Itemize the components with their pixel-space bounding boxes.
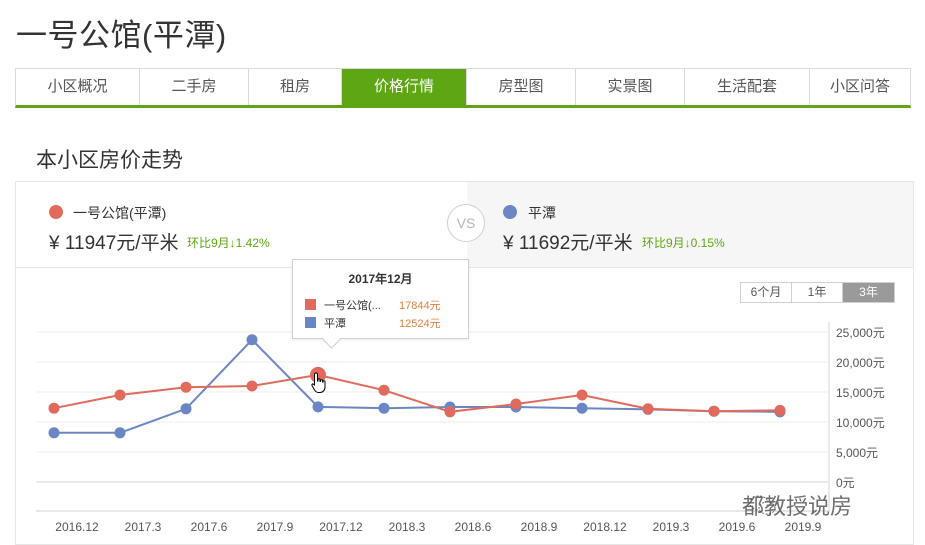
data-point[interactable]	[312, 401, 324, 413]
tooltip-title: 2017年12月	[348, 272, 413, 286]
data-point[interactable]	[708, 405, 720, 417]
y-axis-tick: 5,000元	[836, 446, 878, 460]
data-point[interactable]	[246, 334, 258, 346]
data-point[interactable]	[114, 427, 126, 439]
data-point[interactable]	[576, 402, 588, 414]
community-swatch-icon	[305, 299, 316, 310]
community-name: 一号公馆(平潭)	[73, 205, 167, 221]
community-price-line	[53, 373, 781, 413]
x-axis-tick: 2019.3	[653, 520, 690, 534]
x-axis-tick: 2019.9	[785, 520, 822, 534]
vs-badge: VS	[447, 204, 485, 242]
tab-qa[interactable]: 小区问答	[829, 78, 890, 95]
district-price: ¥ 11692元/平米	[503, 233, 633, 254]
hand-cursor-icon	[311, 372, 326, 393]
x-axis-tick: 2016.12	[55, 520, 99, 534]
y-axis-tick: 0元	[836, 476, 855, 490]
data-point[interactable]	[510, 398, 522, 410]
x-axis-tick: 2017.9	[257, 520, 294, 534]
x-axis-tick: 2019.6	[719, 520, 756, 534]
data-point[interactable]	[48, 427, 60, 439]
y-axis-tick: 10,000元	[836, 416, 885, 430]
district-legend-dot-icon	[503, 205, 517, 219]
section-title: 本小区房价走势	[36, 149, 183, 172]
data-point[interactable]	[180, 381, 192, 393]
community-change: 环比9月↓1.42%	[187, 236, 270, 250]
data-point[interactable]	[576, 389, 588, 401]
comparison-header: 一号公馆(平潭) ¥ 11947元/平米 环比9月↓1.42% VS 平潭 ¥ …	[16, 182, 913, 268]
wechat-watermark-icon	[749, 495, 776, 515]
district-swatch-icon	[305, 317, 316, 328]
x-axis-tick: 2017.6	[191, 520, 228, 534]
x-axis-tick: 2018.12	[583, 520, 627, 534]
x-axis-tick: 2017.12	[319, 520, 363, 534]
x-axis-tick: 2018.3	[389, 520, 426, 534]
data-point[interactable]	[642, 403, 654, 415]
range-3-years-button[interactable]: 3年	[843, 283, 894, 302]
data-point[interactable]	[378, 402, 390, 414]
data-point[interactable]	[246, 380, 258, 392]
range-6-months-button[interactable]: 6个月	[741, 283, 792, 302]
district-price-line	[54, 338, 781, 434]
district-name: 平潭	[528, 205, 556, 221]
x-axis-tick: 2017.3	[125, 520, 162, 534]
data-point[interactable]	[48, 402, 60, 414]
tab-amenities[interactable]: 生活配套	[685, 69, 810, 105]
price-trend-card: 一号公馆(平潭) ¥ 11947元/平米 环比9月↓1.42% VS 平潭 ¥ …	[15, 181, 914, 545]
x-axis-tick: 2018.6	[455, 520, 492, 534]
x-axis-tick: 2018.9	[521, 520, 558, 534]
tab-overview[interactable]: 小区概况	[16, 69, 140, 105]
data-point[interactable]	[378, 384, 390, 396]
chart-tooltip: 2017年12月 一号公馆(... 17844元 平潭 12524元	[292, 259, 469, 339]
tab-photos[interactable]: 实景图	[576, 69, 685, 105]
y-axis-tick: 15,000元	[836, 386, 885, 400]
community-summary: 一号公馆(平潭) ¥ 11947元/平米 环比9月↓1.42%	[16, 182, 467, 267]
range-1-year-button[interactable]: 1年	[792, 283, 843, 302]
data-point[interactable]	[444, 406, 456, 418]
community-price: ¥ 11947元/平米	[49, 233, 179, 254]
district-summary: 平潭 ¥ 11692元/平米 环比9月↓0.15%	[467, 182, 913, 267]
district-change: 环比9月↓0.15%	[642, 236, 725, 250]
y-axis-tick: 25,000元	[836, 326, 885, 340]
data-point[interactable]	[180, 403, 192, 415]
tab-second-hand[interactable]: 二手房	[140, 69, 249, 105]
community-legend-dot-icon	[49, 205, 63, 219]
tab-rental[interactable]: 租房	[249, 69, 342, 105]
y-axis-tick: 20,000元	[836, 356, 885, 370]
tab-bar: 小区概况 二手房 租房 价格行情 房型图 实景图 生活配套 小区问答	[15, 68, 911, 108]
page-title: 一号公馆(平潭)	[16, 18, 227, 53]
tooltip-row-district: 平潭 12524元	[305, 315, 460, 331]
watermark-text: 都教授说房	[742, 494, 853, 519]
data-point[interactable]	[114, 389, 126, 401]
tab-floor-plans[interactable]: 房型图	[467, 69, 576, 105]
time-range-selector: 6个月 1年 3年	[740, 282, 895, 303]
data-point[interactable]	[774, 404, 786, 416]
tab-price-trend[interactable]: 价格行情	[342, 69, 467, 105]
tooltip-row-community: 一号公馆(... 17844元	[305, 297, 460, 313]
